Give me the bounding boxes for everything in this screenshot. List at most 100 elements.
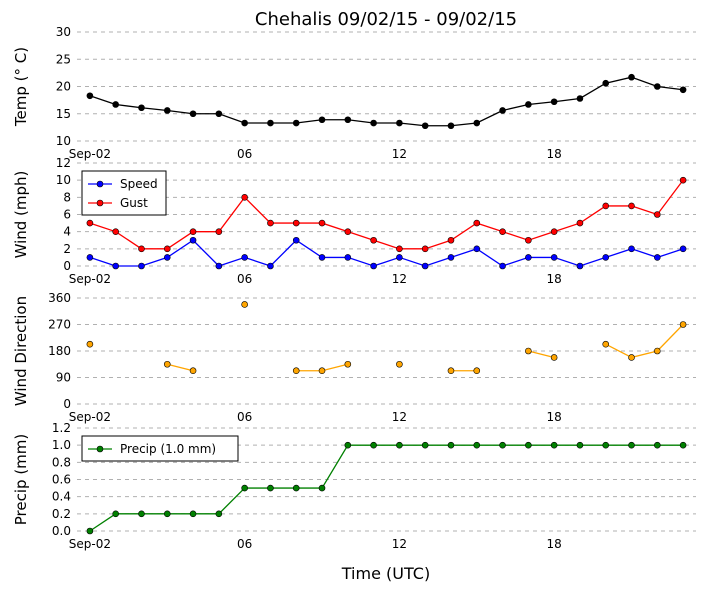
x-tick-label: 06 xyxy=(237,537,252,551)
data-point xyxy=(628,245,635,253)
data-point xyxy=(421,441,429,449)
x-tick-label: Sep-02 xyxy=(69,410,111,424)
y-tick-label: 8 xyxy=(63,190,71,204)
data-point xyxy=(370,441,377,449)
data-point xyxy=(396,441,403,449)
data-point xyxy=(241,484,248,492)
data-point xyxy=(421,245,429,253)
data-point xyxy=(86,340,94,348)
data-point xyxy=(189,236,197,244)
y-tick-label: 10 xyxy=(56,134,71,148)
data-point xyxy=(189,367,197,375)
data-point xyxy=(370,236,377,244)
data-point xyxy=(447,236,455,244)
data-point xyxy=(576,95,584,102)
data-point xyxy=(447,441,455,449)
data-point xyxy=(215,510,223,518)
data-point xyxy=(318,484,326,492)
data-point xyxy=(628,202,635,210)
y-axis-label: Temp (° C) xyxy=(12,47,30,127)
data-point xyxy=(473,441,481,449)
data-point xyxy=(241,194,248,201)
data-point xyxy=(163,360,171,368)
legend-swatch-marker xyxy=(96,445,104,453)
y-tick-label: 1.0 xyxy=(52,438,71,452)
data-point xyxy=(525,347,532,355)
chart-title: Chehalis 09/02/15 - 09/02/15 xyxy=(255,9,517,30)
y-tick-label: 15 xyxy=(56,107,71,121)
y-tick-label: 90 xyxy=(56,371,71,385)
data-point xyxy=(267,262,274,270)
data-point xyxy=(292,484,300,492)
data-point xyxy=(112,510,119,518)
x-tick-label: 12 xyxy=(392,147,407,161)
y-tick-label: 0 xyxy=(63,259,71,273)
data-point xyxy=(138,262,145,270)
data-point xyxy=(396,254,403,261)
data-point xyxy=(421,262,429,270)
data-point xyxy=(602,441,610,449)
data-point xyxy=(163,107,171,114)
data-point xyxy=(473,219,481,227)
legend-swatch-marker xyxy=(96,180,104,188)
panel-4: 0.0 0.2 0.4 0.6 0.8 1.0 1.2 Sep-02 06 12 18 Precip … xyxy=(12,421,696,551)
legend: Speed Gust xyxy=(81,170,167,216)
series-gust xyxy=(86,176,687,253)
data-point xyxy=(525,441,532,449)
data-point xyxy=(628,441,635,449)
data-point xyxy=(138,510,145,518)
y-tick-label: 4 xyxy=(63,225,71,239)
data-point xyxy=(241,119,248,127)
data-point xyxy=(112,228,119,235)
data-point xyxy=(86,254,94,261)
data-point xyxy=(499,228,506,235)
legend: Precip (1.0 mm) xyxy=(81,435,239,462)
data-point xyxy=(138,104,145,112)
data-point xyxy=(267,484,274,492)
y-axis-label: Wind Direction xyxy=(12,296,30,406)
panel-1: 10 15 20 25 30 Sep-02 06 12 18 Temp (° C) xyxy=(12,25,696,161)
data-point xyxy=(576,262,584,270)
data-point xyxy=(602,79,610,87)
x-tick-label: 18 xyxy=(547,537,562,551)
data-point xyxy=(215,228,223,235)
data-point xyxy=(189,110,197,118)
y-tick-label: 0.4 xyxy=(52,490,71,504)
legend-label: Gust xyxy=(120,196,148,210)
data-point xyxy=(654,211,661,218)
legend-swatch-marker xyxy=(96,199,104,207)
data-point xyxy=(344,228,352,235)
data-point xyxy=(525,254,532,261)
data-point xyxy=(654,83,661,90)
data-point xyxy=(370,262,377,270)
data-point xyxy=(267,219,274,227)
data-point xyxy=(499,441,506,449)
data-point xyxy=(344,441,352,449)
series-line xyxy=(89,179,684,250)
series-line xyxy=(167,363,194,372)
data-point xyxy=(138,245,145,253)
data-point xyxy=(473,119,481,127)
data-point xyxy=(576,441,584,449)
y-tick-label: 30 xyxy=(56,25,71,39)
y-tick-label: 0.6 xyxy=(52,473,71,487)
y-tick-label: 0.2 xyxy=(52,507,71,521)
data-point xyxy=(447,254,455,261)
data-point xyxy=(241,254,248,261)
series-speed xyxy=(86,236,687,270)
data-point xyxy=(318,254,326,261)
data-point xyxy=(318,367,326,375)
data-point xyxy=(112,262,119,270)
series-line xyxy=(89,239,684,267)
x-axis-label: Time (UTC) xyxy=(341,564,430,583)
data-point xyxy=(473,367,481,375)
data-point xyxy=(318,219,326,227)
data-point xyxy=(189,510,197,518)
data-point xyxy=(602,340,610,348)
data-point xyxy=(447,367,455,375)
data-point xyxy=(679,321,687,328)
x-tick-label: 18 xyxy=(547,147,562,161)
data-point xyxy=(396,245,403,253)
data-point xyxy=(163,245,171,253)
